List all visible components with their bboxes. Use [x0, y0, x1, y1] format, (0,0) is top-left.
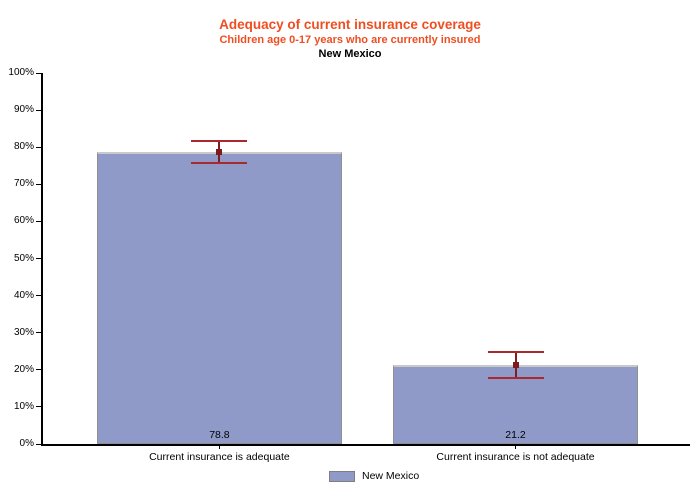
- y-tick-label: 80%: [13, 141, 34, 153]
- y-tick-label: 90%: [13, 104, 34, 116]
- y-tick-label: 40%: [13, 289, 34, 301]
- bar: 78.8: [96, 151, 343, 444]
- chart-title: Adequacy of current insurance coverage: [219, 17, 481, 32]
- y-tick: [36, 406, 41, 408]
- y-tick: [36, 183, 41, 185]
- y-tick: [36, 72, 41, 74]
- bar-value-label: 78.8: [209, 429, 230, 441]
- y-tick-label: 20%: [13, 363, 34, 375]
- y-tick-label: 50%: [13, 252, 34, 264]
- legend-label: New Mexico: [362, 470, 420, 482]
- error-bar-upper-cap: [191, 139, 248, 142]
- x-category-label: Current insurance is adequate: [149, 451, 290, 463]
- error-bar-marker: [512, 362, 519, 369]
- x-category-label: Current insurance is not adequate: [436, 451, 595, 463]
- y-tick-label: 30%: [13, 326, 34, 338]
- y-tick: [36, 220, 41, 222]
- y-tick-label: 0%: [19, 438, 34, 449]
- y-tick: [36, 109, 41, 111]
- y-tick: [36, 258, 41, 259]
- legend: New Mexico: [329, 470, 419, 482]
- y-tick-label: 60%: [13, 215, 34, 227]
- error-bar-lower-cap: [487, 376, 544, 379]
- bar-value-label: 21.2: [505, 429, 526, 441]
- y-tick-label: 10%: [13, 400, 34, 412]
- y-tick: [36, 332, 41, 334]
- x-tick: [218, 444, 220, 449]
- y-tick: [36, 369, 41, 371]
- error-bar-upper-cap: [487, 351, 544, 354]
- y-tick: [36, 146, 41, 148]
- y-tick-label: 70%: [13, 178, 34, 190]
- plot-area: 0% 10% 20% 30% 40% 50% 60% 70% 80% 90% 100% 78.8 Cur…: [8, 67, 690, 463]
- error-bar-marker: [216, 148, 223, 155]
- chart-header: Adequacy of current insurance coverage C…: [0, 16, 700, 61]
- y-tick-label: 100%: [8, 67, 34, 78]
- legend-swatch: [329, 470, 355, 482]
- error-bar-lower-cap: [191, 161, 248, 164]
- y-tick: [36, 295, 41, 297]
- chart-subtitle: Children age 0-17 years who are currentl…: [219, 34, 481, 46]
- y-tick: [36, 443, 41, 445]
- chart-region-title: New Mexico: [318, 48, 382, 60]
- x-tick: [515, 444, 516, 449]
